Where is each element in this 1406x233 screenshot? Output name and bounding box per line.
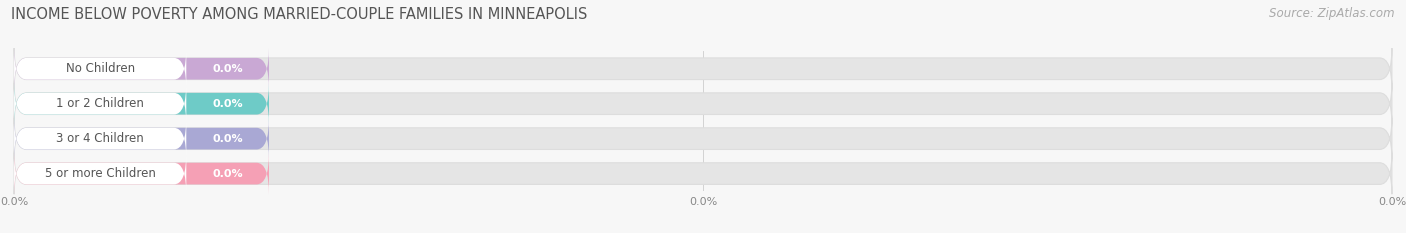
FancyBboxPatch shape [14,83,186,124]
FancyBboxPatch shape [14,48,1392,89]
Text: 0.0%: 0.0% [212,64,243,74]
Text: 0.0%: 0.0% [212,169,243,178]
FancyBboxPatch shape [14,153,1392,194]
Text: 5 or more Children: 5 or more Children [45,167,156,180]
FancyBboxPatch shape [14,118,186,159]
Text: 0.0%: 0.0% [212,134,243,144]
FancyBboxPatch shape [14,118,1392,159]
FancyBboxPatch shape [14,153,186,194]
FancyBboxPatch shape [14,118,269,159]
FancyBboxPatch shape [14,48,269,89]
Text: 0.0%: 0.0% [212,99,243,109]
FancyBboxPatch shape [14,153,269,194]
Text: Source: ZipAtlas.com: Source: ZipAtlas.com [1270,7,1395,20]
FancyBboxPatch shape [14,83,269,124]
FancyBboxPatch shape [14,83,1392,124]
Text: INCOME BELOW POVERTY AMONG MARRIED-COUPLE FAMILIES IN MINNEAPOLIS: INCOME BELOW POVERTY AMONG MARRIED-COUPL… [11,7,588,22]
Text: 1 or 2 Children: 1 or 2 Children [56,97,145,110]
Text: 3 or 4 Children: 3 or 4 Children [56,132,143,145]
FancyBboxPatch shape [14,48,186,89]
Text: No Children: No Children [66,62,135,75]
